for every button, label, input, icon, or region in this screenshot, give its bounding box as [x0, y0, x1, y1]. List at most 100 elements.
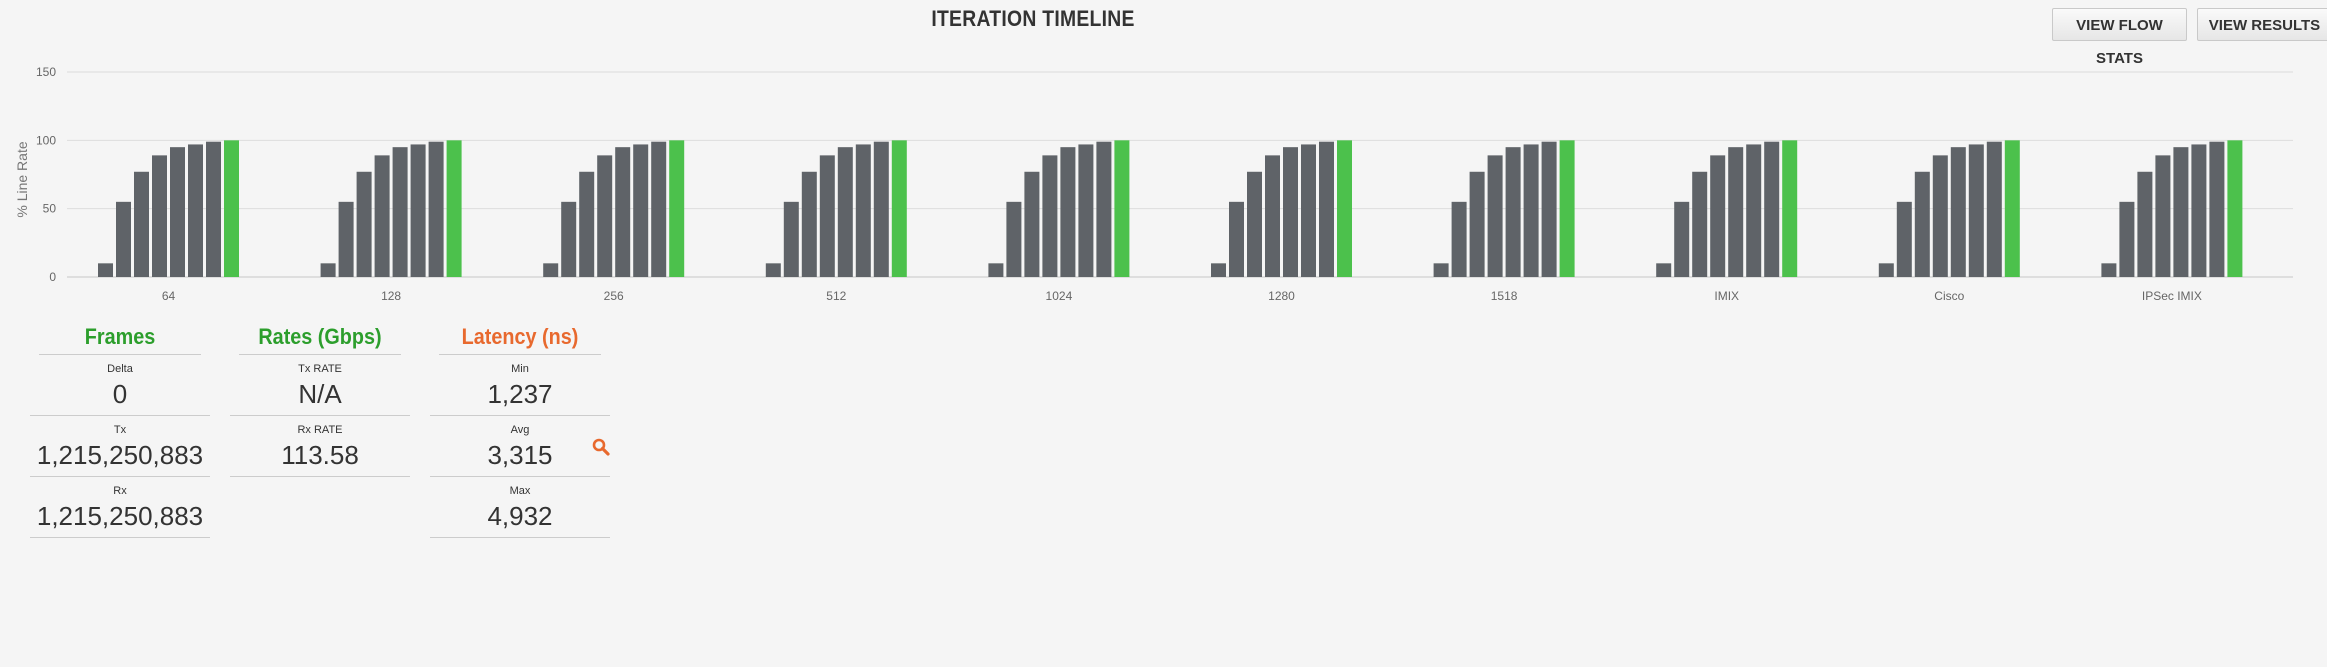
iteration-bar — [1505, 147, 1521, 277]
x-category-label: 512 — [826, 289, 846, 303]
iteration-bar — [1487, 155, 1503, 277]
rx-rate-cell: Rx RATE 113.58 — [230, 416, 410, 477]
iteration-bar — [188, 144, 203, 277]
iteration-bar — [428, 141, 444, 277]
latency-heading: Latency (ns) — [439, 320, 601, 355]
x-category-label: 64 — [162, 289, 176, 303]
iteration-bar — [1451, 201, 1467, 277]
iteration-bar — [1541, 141, 1557, 277]
iteration-bar — [410, 144, 426, 277]
iteration-bar — [579, 171, 595, 277]
iteration-bar — [615, 147, 631, 277]
iteration-bar — [152, 155, 167, 277]
y-tick-label: 100 — [36, 133, 56, 147]
iteration-bar — [801, 171, 817, 277]
x-category-label: Cisco — [1934, 289, 1964, 303]
iteration-bar — [1433, 263, 1449, 277]
iteration-bar — [1078, 144, 1094, 277]
iteration-bar — [651, 141, 667, 277]
iteration-bar — [392, 147, 408, 277]
x-category-label: IPSec IMIX — [2142, 289, 2202, 303]
iteration-bar — [170, 147, 185, 277]
frames-delta-label: Delta — [107, 363, 133, 375]
latency-min-label: Min — [511, 363, 529, 375]
iteration-bar — [1211, 263, 1226, 277]
iteration-bar — [765, 263, 781, 277]
iteration-bar — [1096, 141, 1112, 277]
final-iteration-bar — [224, 140, 239, 277]
iteration-bar — [1469, 171, 1485, 277]
iteration-bar — [837, 147, 853, 277]
x-category-label: IMIX — [1714, 289, 1739, 303]
iteration-bar — [2119, 201, 2135, 277]
frames-delta-value: 0 — [112, 379, 128, 409]
tx-rate-value: N/A — [298, 379, 342, 409]
iteration-bar — [1914, 171, 1930, 277]
iteration-bar — [1728, 147, 1744, 277]
frames-delta-cell: Delta 0 — [30, 355, 210, 416]
iteration-bar — [1950, 147, 1966, 277]
latency-avg-label: Avg — [510, 424, 530, 436]
latency-max-value: 4,932 — [487, 501, 553, 531]
iteration-bar — [543, 263, 559, 277]
iteration-bar — [2155, 155, 2171, 277]
iteration-bar — [1265, 155, 1280, 277]
iteration-bar — [1656, 263, 1672, 277]
y-tick-label: 0 — [49, 270, 56, 284]
latency-min-value: 1,237 — [487, 379, 553, 409]
x-category-label: 256 — [604, 289, 624, 303]
iteration-bar — [1710, 155, 1726, 277]
final-iteration-bar — [1782, 140, 1798, 277]
frames-tx-value: 1,215,250,883 — [36, 440, 204, 470]
iteration-bar — [134, 171, 149, 277]
iteration-bar — [356, 171, 372, 277]
final-iteration-bar — [1559, 140, 1575, 277]
tx-rate-cell: Tx RATE N/A — [230, 355, 410, 416]
iteration-bar — [783, 201, 799, 277]
final-iteration-bar — [2227, 140, 2243, 277]
iteration-bar — [1042, 155, 1058, 277]
latency-min-cell: Min 1,237 — [430, 355, 610, 416]
frames-rx-cell: Rx 1,215,250,883 — [30, 477, 210, 538]
iteration-bar — [1746, 144, 1762, 277]
iteration-bar — [2209, 141, 2225, 277]
iteration-bar — [206, 141, 221, 277]
iteration-bar — [1764, 141, 1780, 277]
final-iteration-bar — [669, 140, 685, 277]
iteration-bar — [1024, 171, 1040, 277]
iteration-bar — [2101, 263, 2117, 277]
iteration-bar — [597, 155, 613, 277]
rates-heading: Rates (Gbps) — [239, 320, 401, 355]
iteration-bar — [873, 141, 889, 277]
x-category-label: 1024 — [1046, 289, 1073, 303]
iteration-bar — [1896, 201, 1912, 277]
latency-max-cell: Max 4,932 — [430, 477, 610, 538]
final-iteration-bar — [1114, 140, 1130, 277]
iteration-bar — [1674, 201, 1690, 277]
iteration-bar — [988, 263, 1004, 277]
iteration-bar — [1060, 147, 1076, 277]
latency-max-label: Max — [509, 485, 531, 497]
iteration-timeline-chart: 0 50 100 150 % Line Rate 64 128 256 512 1024 1280 1… — [14, 65, 2293, 303]
iteration-bar — [1523, 144, 1539, 277]
final-iteration-bar — [446, 140, 462, 277]
view-flow-stats-button[interactable]: VIEW FLOW STATS — [2052, 8, 2187, 67]
final-iteration-bar — [891, 140, 907, 277]
y-axis-label: % Line Rate — [14, 141, 30, 217]
iteration-bar — [819, 155, 835, 277]
iteration-bar — [2137, 171, 2153, 277]
iteration-bar — [1692, 171, 1708, 277]
x-category-label: 1518 — [1491, 289, 1518, 303]
iteration-bar — [1932, 155, 1948, 277]
latency-panel: Latency (ns) Min 1,237 Avg 3,315 Max 4,9… — [430, 320, 610, 538]
iteration-bar — [1229, 201, 1244, 277]
y-tick-label: 50 — [43, 202, 57, 216]
iteration-bar — [2191, 144, 2207, 277]
iteration-bar — [633, 144, 649, 277]
iteration-bar — [1301, 144, 1316, 277]
search-icon[interactable] — [592, 438, 610, 456]
latency-avg-cell: Avg 3,315 — [430, 416, 610, 477]
view-results-button[interactable]: VIEW RESULTS — [2197, 8, 2327, 41]
final-iteration-bar — [2004, 140, 2020, 277]
frames-rx-label: Rx — [113, 485, 127, 497]
